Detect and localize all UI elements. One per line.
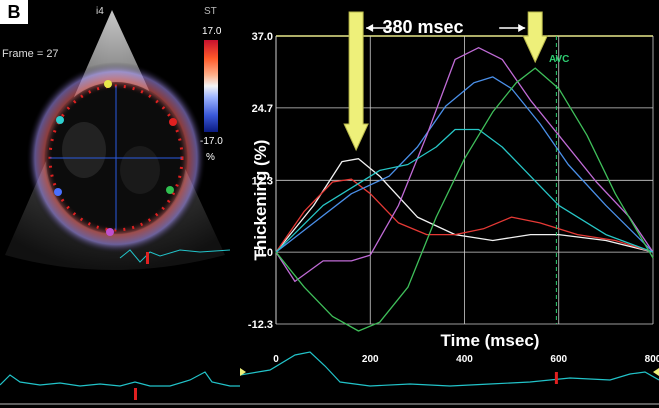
series-line-green xyxy=(275,67,654,332)
time-arrow xyxy=(522,11,548,64)
time-arrow xyxy=(343,11,369,152)
y-tick-label: 37.0 xyxy=(252,31,273,43)
frame-label: Frame = 27 xyxy=(2,48,59,60)
series-line-cyan xyxy=(275,128,654,253)
ecg-line xyxy=(240,351,659,387)
colorbar-title: ST xyxy=(204,6,217,17)
ecg-marker xyxy=(554,372,558,384)
colorbar xyxy=(204,40,218,132)
chart-overlays xyxy=(343,11,557,324)
thickening-chart: 37.0 24.7 12.3 0.0 -12.3 0 200 400 600 800 Thicke… xyxy=(240,0,659,408)
y-tick-label: -12.3 xyxy=(248,319,273,331)
avc-label: AVC xyxy=(549,54,569,65)
series-line-white xyxy=(275,158,654,253)
chart-series xyxy=(275,47,654,332)
colorbar-max: 17.0 xyxy=(202,26,222,37)
y-tick-label: 0.0 xyxy=(258,247,273,259)
ecg-left-marker xyxy=(240,368,246,376)
x-tick-label: 200 xyxy=(362,354,379,365)
series-line-magenta xyxy=(275,47,654,283)
chart-grid xyxy=(275,35,654,325)
y-tick-label: 12.3 xyxy=(252,175,273,187)
x-tick-label: 0 xyxy=(273,354,279,365)
ecg-trace xyxy=(240,351,659,405)
colorbar-unit: % xyxy=(206,152,215,163)
echo-panel: B i4 Frame = 27 xyxy=(0,0,240,408)
y-tick-label: 24.7 xyxy=(252,103,273,115)
x-axis-label: Time (msec) xyxy=(441,331,540,350)
interval-arrowhead-right xyxy=(518,24,526,32)
x-tick-label: 400 xyxy=(456,354,473,365)
colorbar-min: -17.0 xyxy=(200,136,223,147)
echo-image xyxy=(0,10,240,405)
view-label: i4 xyxy=(96,6,104,17)
panel-letter: B xyxy=(0,0,28,24)
ecg-right-marker xyxy=(653,368,659,376)
y-axis-label: Thickening (%) xyxy=(251,140,270,261)
interval-arrowhead-left xyxy=(366,24,374,32)
interval-label: 380 msec xyxy=(382,17,463,37)
x-tick-label: 800 xyxy=(645,354,659,365)
series-line-blue xyxy=(275,76,654,253)
chart-panel: 37.0 24.7 12.3 0.0 -12.3 0 200 400 600 800 Thicke… xyxy=(240,0,659,408)
chart-ticks: 37.0 24.7 12.3 0.0 -12.3 0 200 400 600 800 xyxy=(248,31,659,365)
series-line-red xyxy=(275,178,654,253)
x-tick-label: 600 xyxy=(550,354,567,365)
